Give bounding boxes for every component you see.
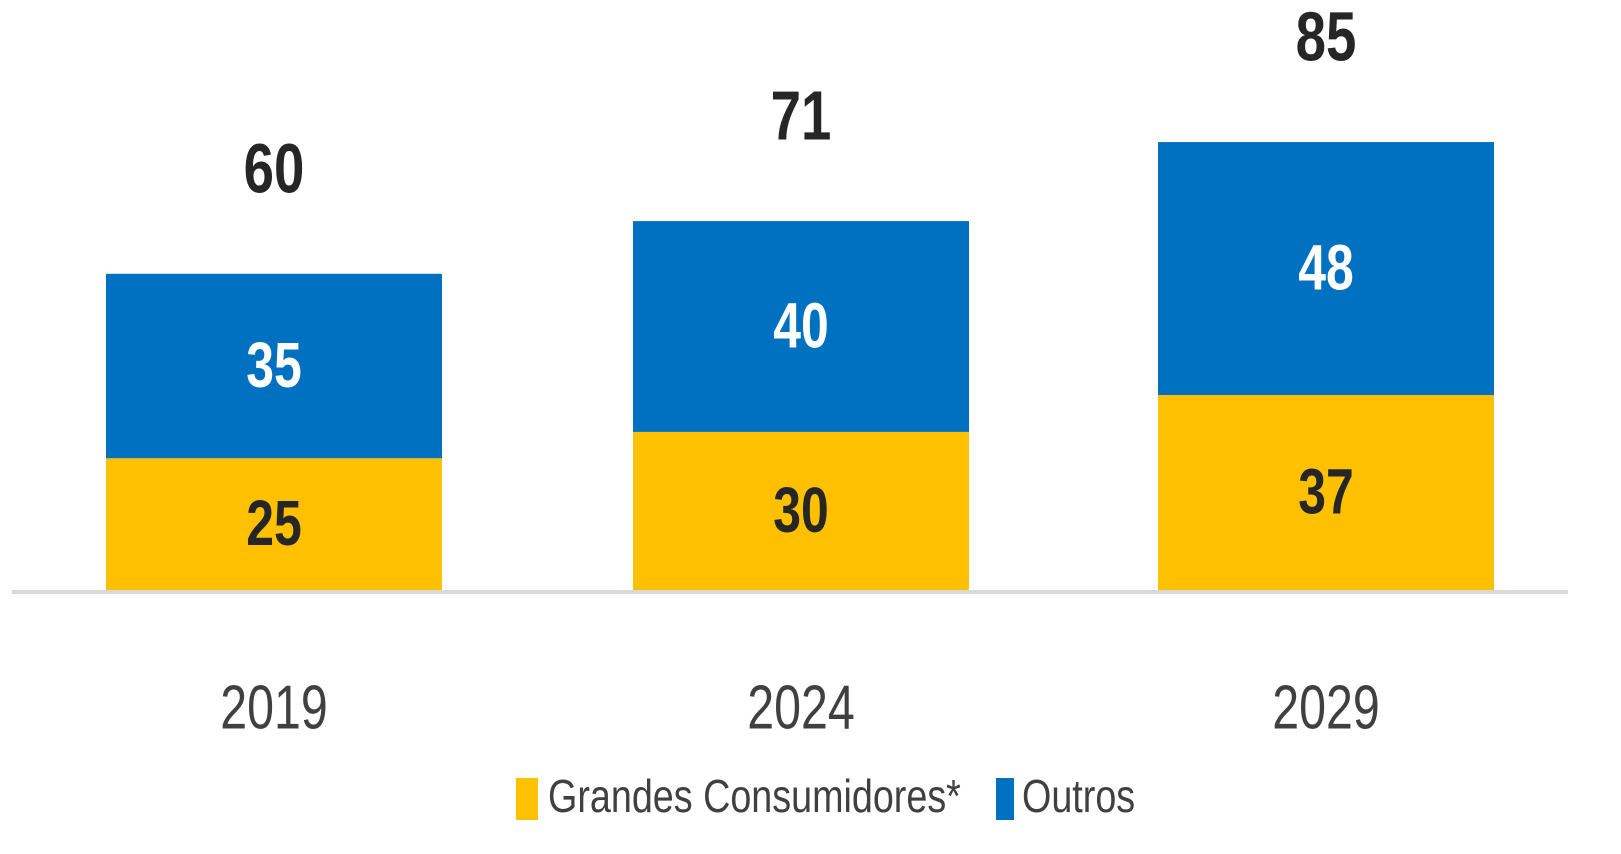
legend-label: Outros <box>1022 771 1135 822</box>
legend-swatch <box>516 778 538 820</box>
segment-label: 37 <box>1298 457 1354 528</box>
segment-label: 48 <box>1298 233 1354 304</box>
x-tick-label: 2029 <box>1272 673 1380 742</box>
total-label: 60 <box>244 130 305 208</box>
legend-label: Grandes Consumidores* <box>548 771 961 822</box>
bar-segment <box>633 431 969 590</box>
segment-label: 35 <box>246 330 302 401</box>
total-label: 71 <box>771 77 832 155</box>
bar-segment <box>633 221 969 432</box>
bar-segment <box>106 273 442 459</box>
total-label: 85 <box>1296 0 1357 76</box>
segment-label: 40 <box>773 291 829 362</box>
bar-segment <box>1158 395 1494 590</box>
legend-swatch <box>996 778 1014 820</box>
x-tick-label: 2019 <box>220 673 328 742</box>
bar-segment <box>106 458 442 590</box>
x-tick-label: 2024 <box>747 673 855 742</box>
bar-segment <box>1158 142 1494 396</box>
segment-label: 25 <box>246 488 302 559</box>
segment-label: 30 <box>773 475 829 546</box>
